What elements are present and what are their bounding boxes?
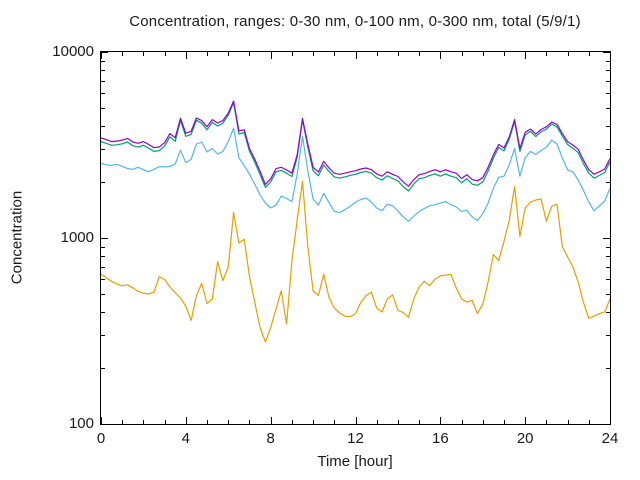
x-tick-label: 12 [347, 430, 364, 447]
chart-title: Concentration, ranges: 0-30 nm, 0-100 nm… [129, 13, 581, 30]
y-tick-label: 1000 [60, 229, 94, 246]
series-line-0-300-nm [101, 101, 610, 192]
x-tick-label: 4 [181, 430, 190, 447]
axis-ticks [101, 52, 610, 424]
y-tick-label: 100 [68, 415, 94, 432]
x-tick-label: 0 [96, 430, 106, 447]
y-tick-label: 10000 [52, 43, 94, 60]
plot-area [100, 51, 611, 425]
series-line-0-100-nm [101, 127, 610, 222]
series-line-total [101, 100, 610, 187]
y-axis-label: Concentration [8, 190, 26, 285]
x-axis-label: Time [hour] [317, 453, 393, 470]
x-tick-label: 8 [266, 430, 275, 447]
plot-svg [101, 52, 610, 424]
series-line-0-30-nm [101, 180, 610, 343]
x-tick-label: 16 [431, 430, 449, 447]
x-tick-label: 20 [516, 430, 534, 447]
x-tick-label: 24 [601, 430, 619, 447]
